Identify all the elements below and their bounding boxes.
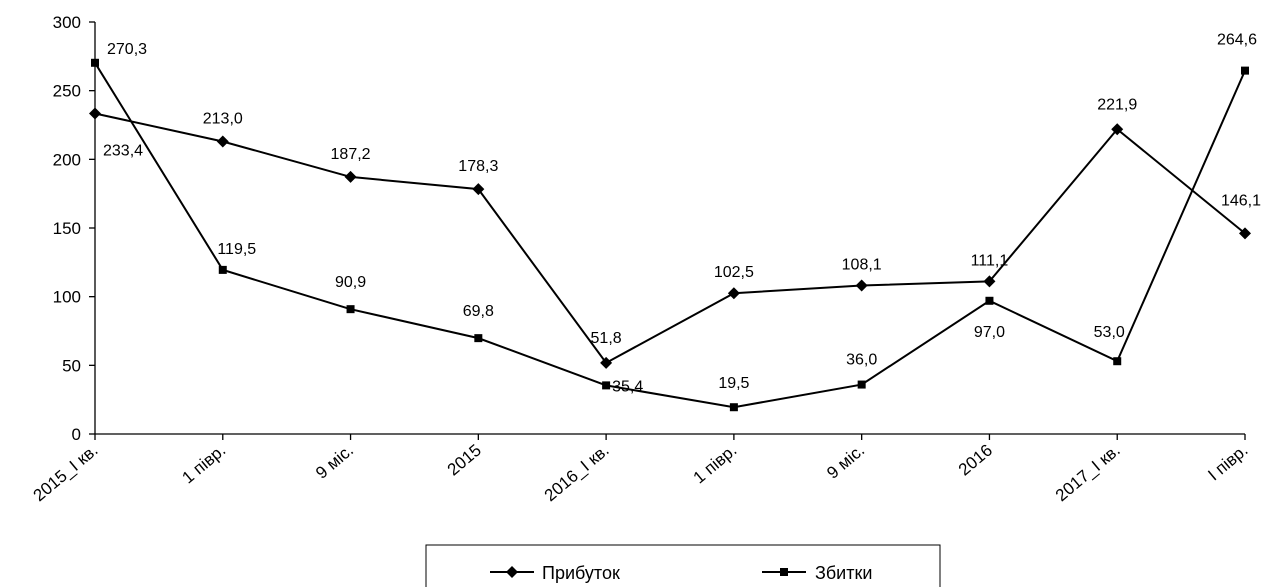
point-profit — [983, 275, 996, 288]
point-profit — [216, 135, 229, 148]
point-loss — [91, 58, 99, 67]
data-label-profit: 102,5 — [714, 264, 754, 281]
data-label-loss: 53,0 — [1094, 324, 1125, 341]
data-label-profit: 221,9 — [1097, 96, 1137, 113]
y-ticks: 0 50 100 150 200 250 300 — [53, 13, 95, 444]
series-line-profit — [94, 112, 1246, 365]
legend-marker-loss — [780, 568, 788, 576]
point-profit — [472, 183, 485, 196]
x-ticks: 2015_I кв. 1 півр. 9 міс. 2015 2016_I кв. 1 п… — [30, 434, 1252, 505]
x-tick-label: I півр. — [1204, 441, 1251, 485]
data-label-loss: 264,6 — [1217, 32, 1257, 49]
y-tick-label: 0 — [72, 425, 81, 444]
y-tick-label: 100 — [53, 288, 81, 307]
data-label-profit: 213,0 — [203, 110, 243, 127]
data-label-loss: 69,8 — [463, 303, 494, 320]
y-tick-label: 250 — [53, 82, 81, 101]
legend: Прибуток Збитки — [425, 544, 941, 587]
point-profit — [855, 279, 868, 292]
point-profit — [727, 287, 740, 300]
x-tick-label: 2015_I кв. — [30, 441, 102, 506]
series-line-loss — [94, 62, 1246, 409]
data-label-loss: 35,4 — [612, 378, 643, 395]
point-loss — [857, 380, 866, 389]
series-layer — [89, 58, 1251, 412]
x-tick-label: 1 півр. — [179, 441, 230, 488]
data-label-loss: 119,5 — [217, 241, 256, 258]
data-label-profit: 187,2 — [331, 146, 371, 163]
data-label-loss: 270,3 — [107, 41, 147, 58]
data-label-loss: 90,9 — [335, 274, 366, 291]
y-tick-label: 300 — [53, 13, 81, 32]
data-label-loss: 97,0 — [974, 324, 1005, 341]
point-loss — [474, 334, 483, 343]
legend-marker-profit — [506, 566, 518, 578]
point-loss — [346, 305, 355, 314]
data-label-profit: 233,4 — [103, 142, 143, 159]
point-profit — [1239, 227, 1251, 240]
y-tick-label: 200 — [53, 150, 81, 169]
y-tick-label: 50 — [62, 356, 81, 375]
x-tick-label: 2016 — [955, 441, 996, 480]
point-loss — [1113, 357, 1122, 366]
data-label-profit: 178,3 — [458, 158, 498, 175]
point-profit — [600, 356, 613, 369]
data-label-profit: 111,1 — [971, 252, 1009, 269]
legend-box — [425, 544, 941, 587]
legend-label-profit: Прибуток — [542, 563, 620, 583]
point-profit — [89, 107, 101, 120]
point-loss — [985, 296, 994, 305]
y-tick-label: 150 — [53, 219, 81, 238]
point-profit — [1111, 123, 1124, 136]
legend-label-loss: Збитки — [815, 563, 872, 583]
x-tick-label: 2016_I кв. — [541, 441, 613, 506]
data-label-profit: 146,1 — [1221, 192, 1261, 209]
point-profit — [344, 170, 357, 183]
point-loss — [602, 381, 611, 390]
x-tick-label: 2017_I кв. — [1052, 441, 1124, 506]
data-label-loss: 19,5 — [718, 375, 749, 392]
data-label-loss: 36,0 — [846, 352, 877, 369]
x-tick-label: 9 міс. — [823, 441, 868, 483]
x-tick-label: 2015 — [444, 441, 485, 480]
data-labels: 233,4 213,0 187,2 178,3 51,8 102,5 108,1 111,1 2… — [103, 32, 1261, 396]
axes — [94, 22, 1245, 435]
x-tick-label: 9 міс. — [312, 441, 357, 483]
data-label-profit: 108,1 — [842, 257, 882, 274]
point-loss — [1241, 66, 1249, 75]
point-loss — [218, 265, 227, 274]
point-loss — [729, 403, 738, 412]
x-tick-label: 1 півр. — [690, 441, 741, 488]
data-label-profit: 51,8 — [591, 330, 622, 347]
